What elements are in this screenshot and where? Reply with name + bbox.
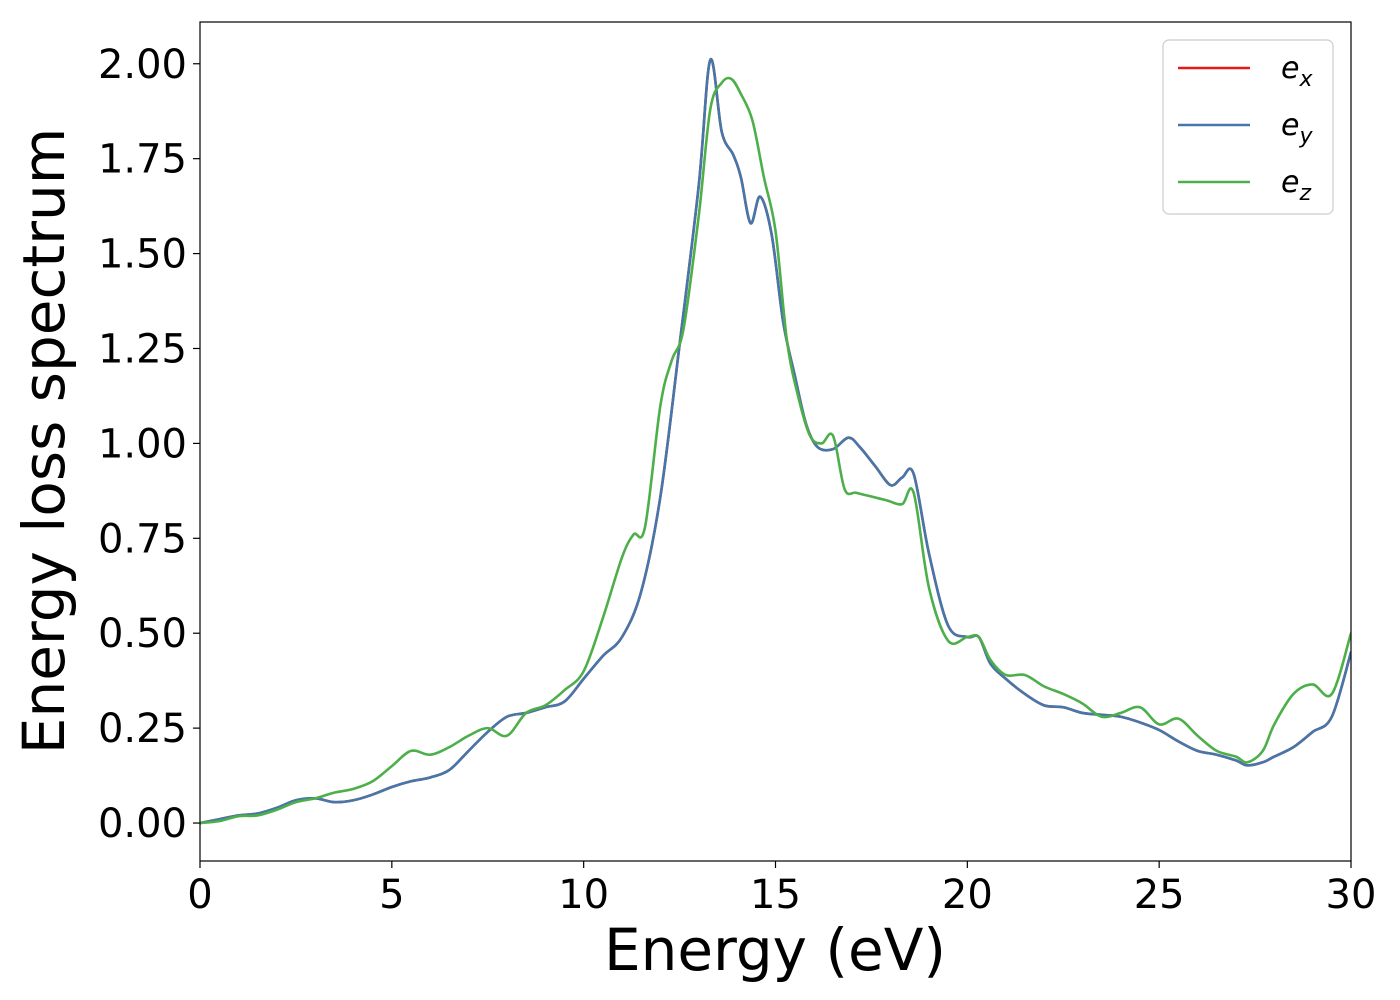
y-tick-label: 2.00 bbox=[98, 42, 187, 88]
series-line-e-z bbox=[200, 76, 1351, 825]
y-tick-label: 0.25 bbox=[98, 706, 187, 752]
x-tick-label: 0 bbox=[187, 872, 212, 918]
x-tick-label: 10 bbox=[558, 872, 609, 918]
y-tick-label: 1.50 bbox=[98, 232, 187, 278]
series-line-e-y bbox=[200, 58, 1351, 825]
y-tick-label: 0.00 bbox=[98, 801, 187, 847]
legend-items: ex ey ez bbox=[1178, 51, 1313, 206]
y-tick-label: 1.75 bbox=[98, 137, 187, 183]
legend-label-e-z: ez bbox=[1281, 165, 1311, 206]
x-axis-ticks: 0 5 10 15 20 25 30 bbox=[187, 861, 1376, 918]
y-axis-ticks: 0.00 0.25 0.50 0.75 1.00 1.25 1.50 1.75 2.00 bbox=[98, 42, 200, 847]
legend-label-e-y: ey bbox=[1281, 108, 1313, 149]
y-tick-label: 1.00 bbox=[98, 421, 187, 467]
x-tick-label: 20 bbox=[942, 872, 993, 918]
y-axis-title: Energy loss spectrum bbox=[10, 128, 78, 754]
series-layer bbox=[200, 58, 1351, 825]
y-tick-label: 1.25 bbox=[98, 326, 187, 372]
x-tick-label: 5 bbox=[379, 872, 404, 918]
legend-label-e-x: ex bbox=[1281, 51, 1313, 92]
x-tick-label: 30 bbox=[1326, 872, 1377, 918]
x-axis-title: Energy (eV) bbox=[604, 916, 946, 984]
y-tick-label: 0.50 bbox=[98, 611, 187, 657]
x-tick-label: 25 bbox=[1134, 872, 1185, 918]
x-tick-label: 15 bbox=[750, 872, 801, 918]
legend-box bbox=[1162, 39, 1334, 215]
y-tick-label: 0.75 bbox=[98, 516, 187, 562]
legend: ex ey ez bbox=[1162, 39, 1334, 215]
